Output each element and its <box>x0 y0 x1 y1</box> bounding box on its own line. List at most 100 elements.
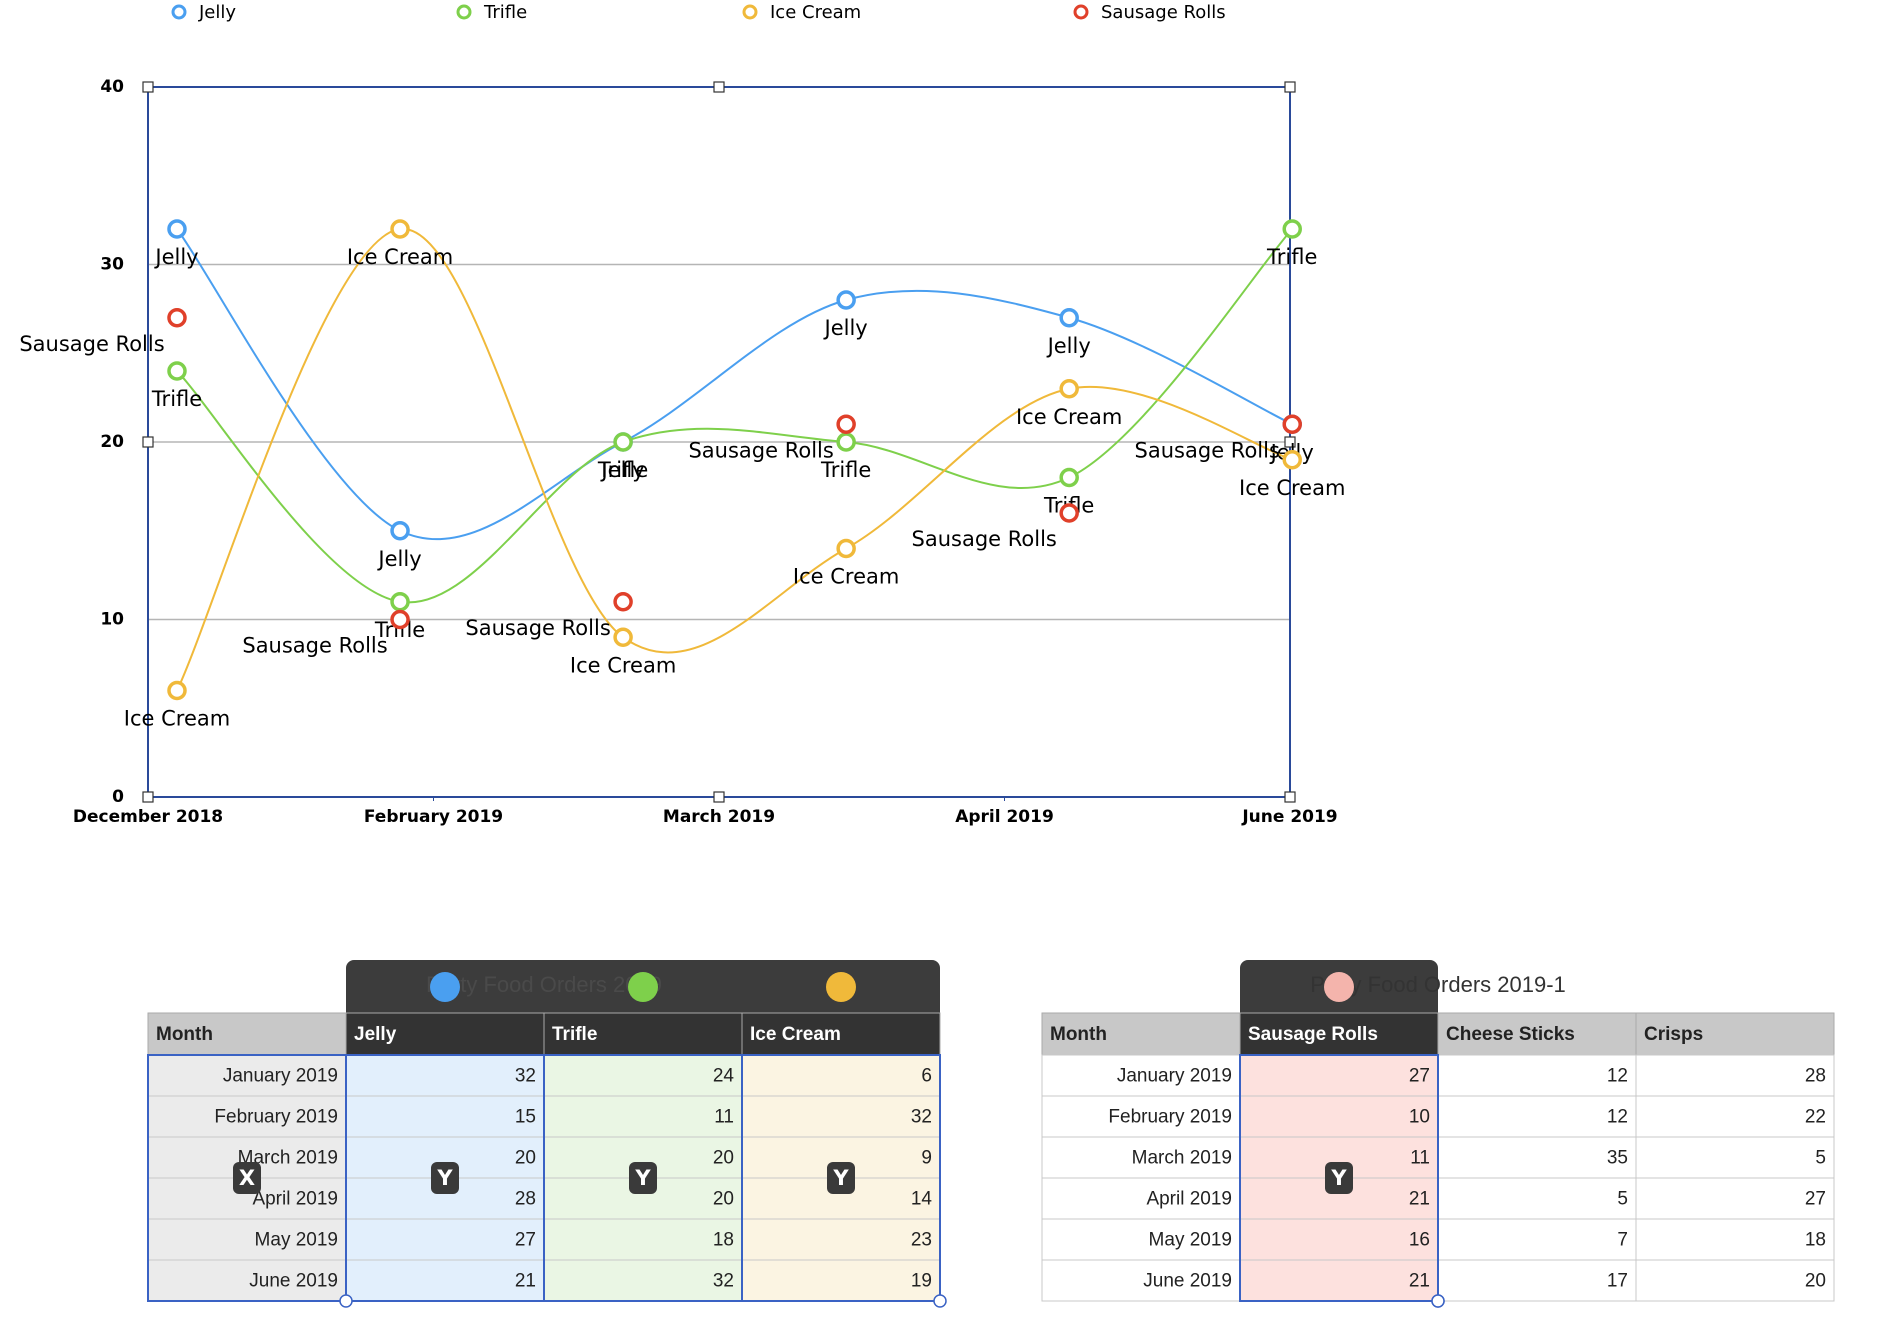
resize-handle[interactable] <box>142 791 154 803</box>
cell-text: 6 <box>921 1066 932 1087</box>
x-tick-label: April 2019 <box>955 807 1054 827</box>
axis-badge[interactable] <box>431 1162 459 1194</box>
cell-text: 21 <box>1409 1271 1430 1292</box>
resize-handle[interactable] <box>713 81 725 93</box>
column-header: Jelly <box>354 1024 397 1045</box>
selection-handle[interactable] <box>339 1294 353 1308</box>
column-header: Month <box>1050 1024 1107 1045</box>
axis-badge-label[interactable]: Y <box>1330 1166 1347 1190</box>
cell-text: 5 <box>1617 1189 1628 1210</box>
data-point <box>836 414 856 434</box>
cell-text: 20 <box>713 1189 734 1210</box>
cell-text: May 2019 <box>255 1230 338 1251</box>
cell-text: 28 <box>1805 1066 1826 1087</box>
cell-text: 12 <box>1607 1066 1628 1087</box>
data-label: Ice Cream <box>1239 476 1345 500</box>
y-tick-label: 40 <box>100 77 124 97</box>
data-label: Sausage Rolls <box>242 634 387 658</box>
cell-text: 18 <box>1805 1230 1826 1251</box>
cell-text: March 2019 <box>238 1148 338 1169</box>
data-label: Sausage Rolls <box>465 616 610 640</box>
cell-text: 23 <box>911 1230 932 1251</box>
legend-label[interactable]: Jelly <box>198 2 236 23</box>
data-point <box>1059 467 1079 488</box>
series-line <box>176 228 1293 541</box>
series-color-dot[interactable] <box>826 972 856 1002</box>
cell-text: 27 <box>515 1230 536 1251</box>
legend-marker[interactable] <box>742 4 758 20</box>
cell-text: March 2019 <box>1132 1148 1232 1169</box>
axis-badge[interactable] <box>629 1162 657 1194</box>
y-tick-label: 0 <box>112 787 124 807</box>
selection-handle[interactable] <box>1431 1294 1445 1308</box>
data-point <box>613 592 633 612</box>
legend-label[interactable]: Sausage Rolls <box>1101 2 1226 23</box>
column-header: Trifle <box>552 1024 597 1045</box>
legend-label[interactable]: Ice Cream <box>770 2 861 23</box>
cell-text: 28 <box>515 1189 536 1210</box>
series-color-dot[interactable] <box>628 972 658 1002</box>
data-label: Jelly <box>599 458 644 482</box>
data-label: Ice Cream <box>1016 405 1122 429</box>
header-cell <box>1041 1012 1241 1056</box>
resize-handle[interactable] <box>142 436 154 448</box>
resize-handle[interactable] <box>142 81 154 93</box>
x-tick-label: March 2019 <box>663 807 775 827</box>
axis-badge[interactable] <box>233 1162 261 1194</box>
cell-text: 10 <box>1409 1107 1430 1128</box>
resize-handle[interactable] <box>1284 791 1296 803</box>
cell-text: 20 <box>515 1148 536 1169</box>
axis-badge-label[interactable]: X <box>239 1166 255 1190</box>
column-selection <box>741 1054 941 1302</box>
cell-text: May 2019 <box>1149 1230 1232 1251</box>
resize-handle[interactable] <box>1284 436 1296 448</box>
data-point <box>390 521 410 541</box>
data-point <box>836 538 856 559</box>
resize-handle[interactable] <box>1284 81 1296 93</box>
data-point <box>167 361 187 381</box>
data-point <box>1059 503 1079 523</box>
data-label: Sausage Rolls <box>1135 438 1280 462</box>
y-tick-label: 30 <box>100 255 124 275</box>
axis-badge[interactable] <box>827 1162 855 1194</box>
legend-marker[interactable] <box>456 4 472 20</box>
cell-text: 21 <box>1409 1189 1430 1210</box>
cell <box>1635 1259 1835 1302</box>
data-point <box>1282 450 1302 470</box>
cell-text: 14 <box>911 1189 933 1210</box>
axis-badge[interactable] <box>1325 1162 1353 1194</box>
cell-text: 15 <box>515 1107 536 1128</box>
data-label: Ice Cream <box>124 707 230 731</box>
axis-badge-label[interactable]: Y <box>832 1166 849 1190</box>
data-label: Jelly <box>1046 334 1091 358</box>
cell-text: 12 <box>1607 1107 1628 1128</box>
series-color-dot[interactable] <box>1324 972 1354 1002</box>
cell-text: June 2019 <box>249 1271 338 1292</box>
header-cell <box>1239 1012 1439 1056</box>
legend-label[interactable]: Trifle <box>483 2 527 23</box>
data-point <box>1059 308 1079 328</box>
data-point <box>167 680 187 701</box>
legend-marker[interactable] <box>171 4 187 20</box>
cell-text: 22 <box>1805 1107 1826 1128</box>
legend-marker[interactable] <box>1073 4 1089 20</box>
cell-text: 21 <box>515 1271 536 1292</box>
cell-text: January 2019 <box>1117 1066 1232 1087</box>
data-point <box>390 219 410 239</box>
axis-badge-label[interactable]: Y <box>634 1166 651 1190</box>
data-label: Ice Cream <box>793 565 899 589</box>
series-color-dot[interactable] <box>430 972 460 1002</box>
cell-text: 5 <box>1815 1148 1826 1169</box>
cell-text: 32 <box>911 1107 932 1128</box>
data-label: Ice Cream <box>570 653 676 677</box>
resize-handle[interactable] <box>713 791 725 803</box>
selection-handle[interactable] <box>933 1294 947 1308</box>
data-point <box>613 432 633 452</box>
header-cell <box>543 1012 743 1056</box>
cell-text: January 2019 <box>223 1066 338 1087</box>
data-label: Sausage Rolls <box>688 438 833 462</box>
data-point <box>167 219 187 239</box>
column-header: Ice Cream <box>750 1024 841 1045</box>
axis-badge-label[interactable]: Y <box>436 1166 453 1190</box>
cell-text: 18 <box>713 1230 734 1251</box>
